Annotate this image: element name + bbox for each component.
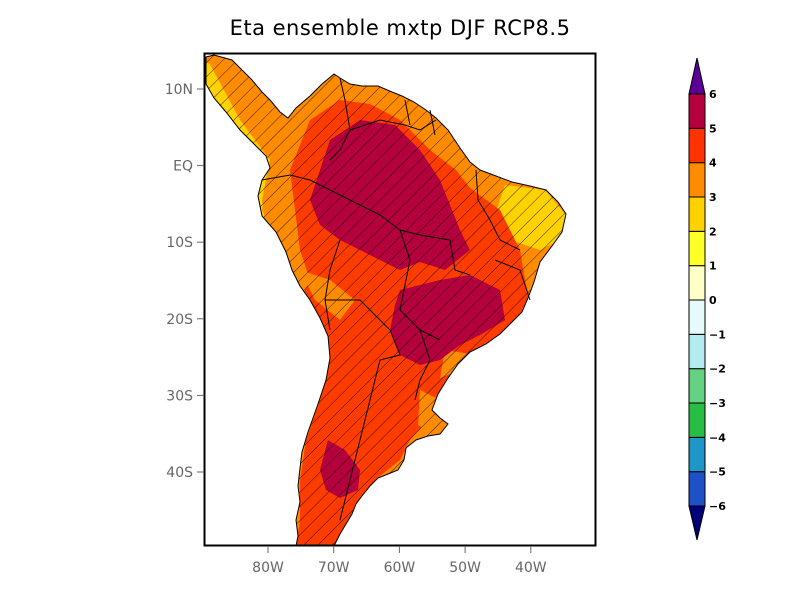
y-tick-label: 10N [165, 82, 193, 98]
colorbar-label: 3 [709, 191, 717, 204]
x-tick-label: 60W [384, 560, 416, 576]
y-tick-label: 10S [166, 235, 193, 251]
y-axis: 10N EQ 10S 20S 30S 40S [165, 82, 204, 481]
colorbar-box [688, 265, 706, 301]
colorbar-box [688, 162, 706, 198]
chart-title: Eta ensemble mxtp DJF RCP8.5 [229, 16, 571, 40]
colorbar-box [688, 333, 706, 370]
y-tick-label: 20S [166, 312, 193, 328]
colorbar-box [688, 299, 706, 335]
colorbar-label: 1 [709, 260, 717, 273]
y-tick-label: EQ [173, 159, 193, 175]
colorbar-over-arrow [688, 57, 706, 95]
y-tick-label: 30S [166, 388, 193, 404]
colorbar-box [688, 436, 706, 473]
colorbar-box [688, 471, 706, 507]
colorbar-label: 6 [709, 88, 717, 101]
colorbar-label: −5 [709, 466, 726, 479]
colorbar-box [688, 93, 706, 129]
x-tick-label: 70W [318, 560, 350, 576]
colorbar-label: 5 [709, 122, 717, 135]
colorbar-label: −1 [709, 328, 726, 341]
colorbar-label: −6 [709, 500, 726, 513]
x-tick-label: 50W [449, 560, 481, 576]
colorbar-box [688, 402, 706, 438]
colorbar-label: 2 [709, 225, 717, 238]
colorbar: −6 −5 −4 −3 −2 −1 0 1 2 3 4 5 6 [688, 57, 726, 541]
colorbar-label: −4 [709, 431, 726, 444]
colorbar-box [688, 196, 706, 232]
map-frame [203, 52, 597, 547]
colorbar-label: −2 [709, 363, 726, 376]
colorbar-box [688, 230, 706, 267]
colorbar-label: 0 [709, 294, 717, 307]
colorbar-label: −3 [709, 397, 726, 410]
colorbar-under-arrow [688, 505, 706, 541]
x-tick-label: 80W [252, 560, 284, 576]
y-tick-label: 40S [166, 465, 193, 481]
colorbar-box [688, 368, 706, 404]
x-tick-label: 40W [515, 560, 547, 576]
colorbar-box [688, 127, 706, 164]
x-axis: 80W 70W 60W 50W 40W [252, 546, 547, 576]
colorbar-label: 4 [709, 157, 717, 170]
country-borders [261, 77, 531, 521]
